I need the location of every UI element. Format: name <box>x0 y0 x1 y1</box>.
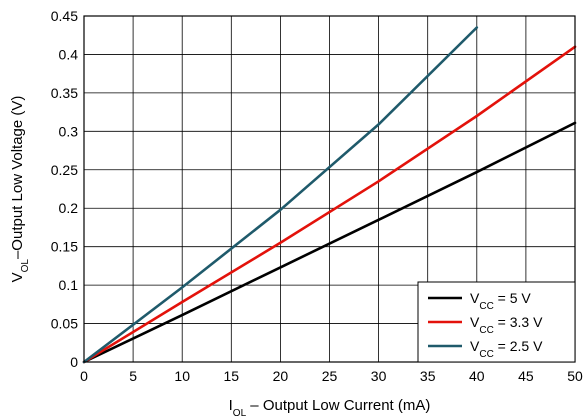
y-tick-label: 0.35 <box>51 85 78 101</box>
y-axis-label: VOL–Output Low Voltage (V) <box>9 96 31 283</box>
series-lines <box>82 26 577 364</box>
x-tick-label: 15 <box>224 368 240 384</box>
series-line-1 <box>82 45 577 364</box>
x-tick-label: 25 <box>322 368 338 384</box>
x-axis-label-main: I <box>229 397 233 414</box>
y-tick-label: 0.3 <box>59 123 79 139</box>
x-tick-label: 0 <box>80 368 88 384</box>
x-axis-label-sub: OL <box>233 408 247 416</box>
x-tick-label: 35 <box>420 368 436 384</box>
x-axis-label-rest: – Output Low Current (mA) <box>246 397 430 414</box>
x-tick-label: 20 <box>273 368 289 384</box>
y-axis-label-main: V <box>9 272 26 282</box>
y-axis-label-rest: –Output Low Voltage (V) <box>9 96 26 259</box>
legend-label-0: VCC = 5 V <box>470 290 531 312</box>
legend-label-1: VCC = 3.3 V <box>470 314 543 336</box>
y-tick-labels: 0 0.05 0.1 0.15 0.2 0.25 0.3 0.35 0.4 0.45 <box>51 8 78 370</box>
x-tick-label: 30 <box>371 368 387 384</box>
y-tick-label: 0.2 <box>59 200 79 216</box>
x-tick-label: 40 <box>469 368 485 384</box>
legend-label-2: VCC = 2.5 V <box>470 338 543 360</box>
x-tick-label: 45 <box>518 368 534 384</box>
x-axis-label: IOL – Output Low Current (mA) <box>229 397 431 416</box>
series-line-0 <box>82 121 577 364</box>
series-line-2 <box>82 26 479 364</box>
x-tick-labels: 0 5 10 15 20 25 30 35 40 45 50 <box>80 368 583 384</box>
x-tick-label: 5 <box>129 368 137 384</box>
y-tick-label: 0.45 <box>51 8 78 24</box>
y-tick-label: 0.05 <box>51 316 78 332</box>
y-axis-label-sub: OL <box>20 259 31 273</box>
y-tick-label: 0.25 <box>51 162 78 178</box>
y-tick-label: 0 <box>70 354 78 370</box>
y-tick-label: 0.4 <box>59 46 79 62</box>
y-tick-label: 0.15 <box>51 239 78 255</box>
x-tick-label: 10 <box>174 368 190 384</box>
plot-frame <box>83 15 576 363</box>
y-tick-label: 0.1 <box>59 277 79 293</box>
x-tick-label: 50 <box>567 368 583 384</box>
